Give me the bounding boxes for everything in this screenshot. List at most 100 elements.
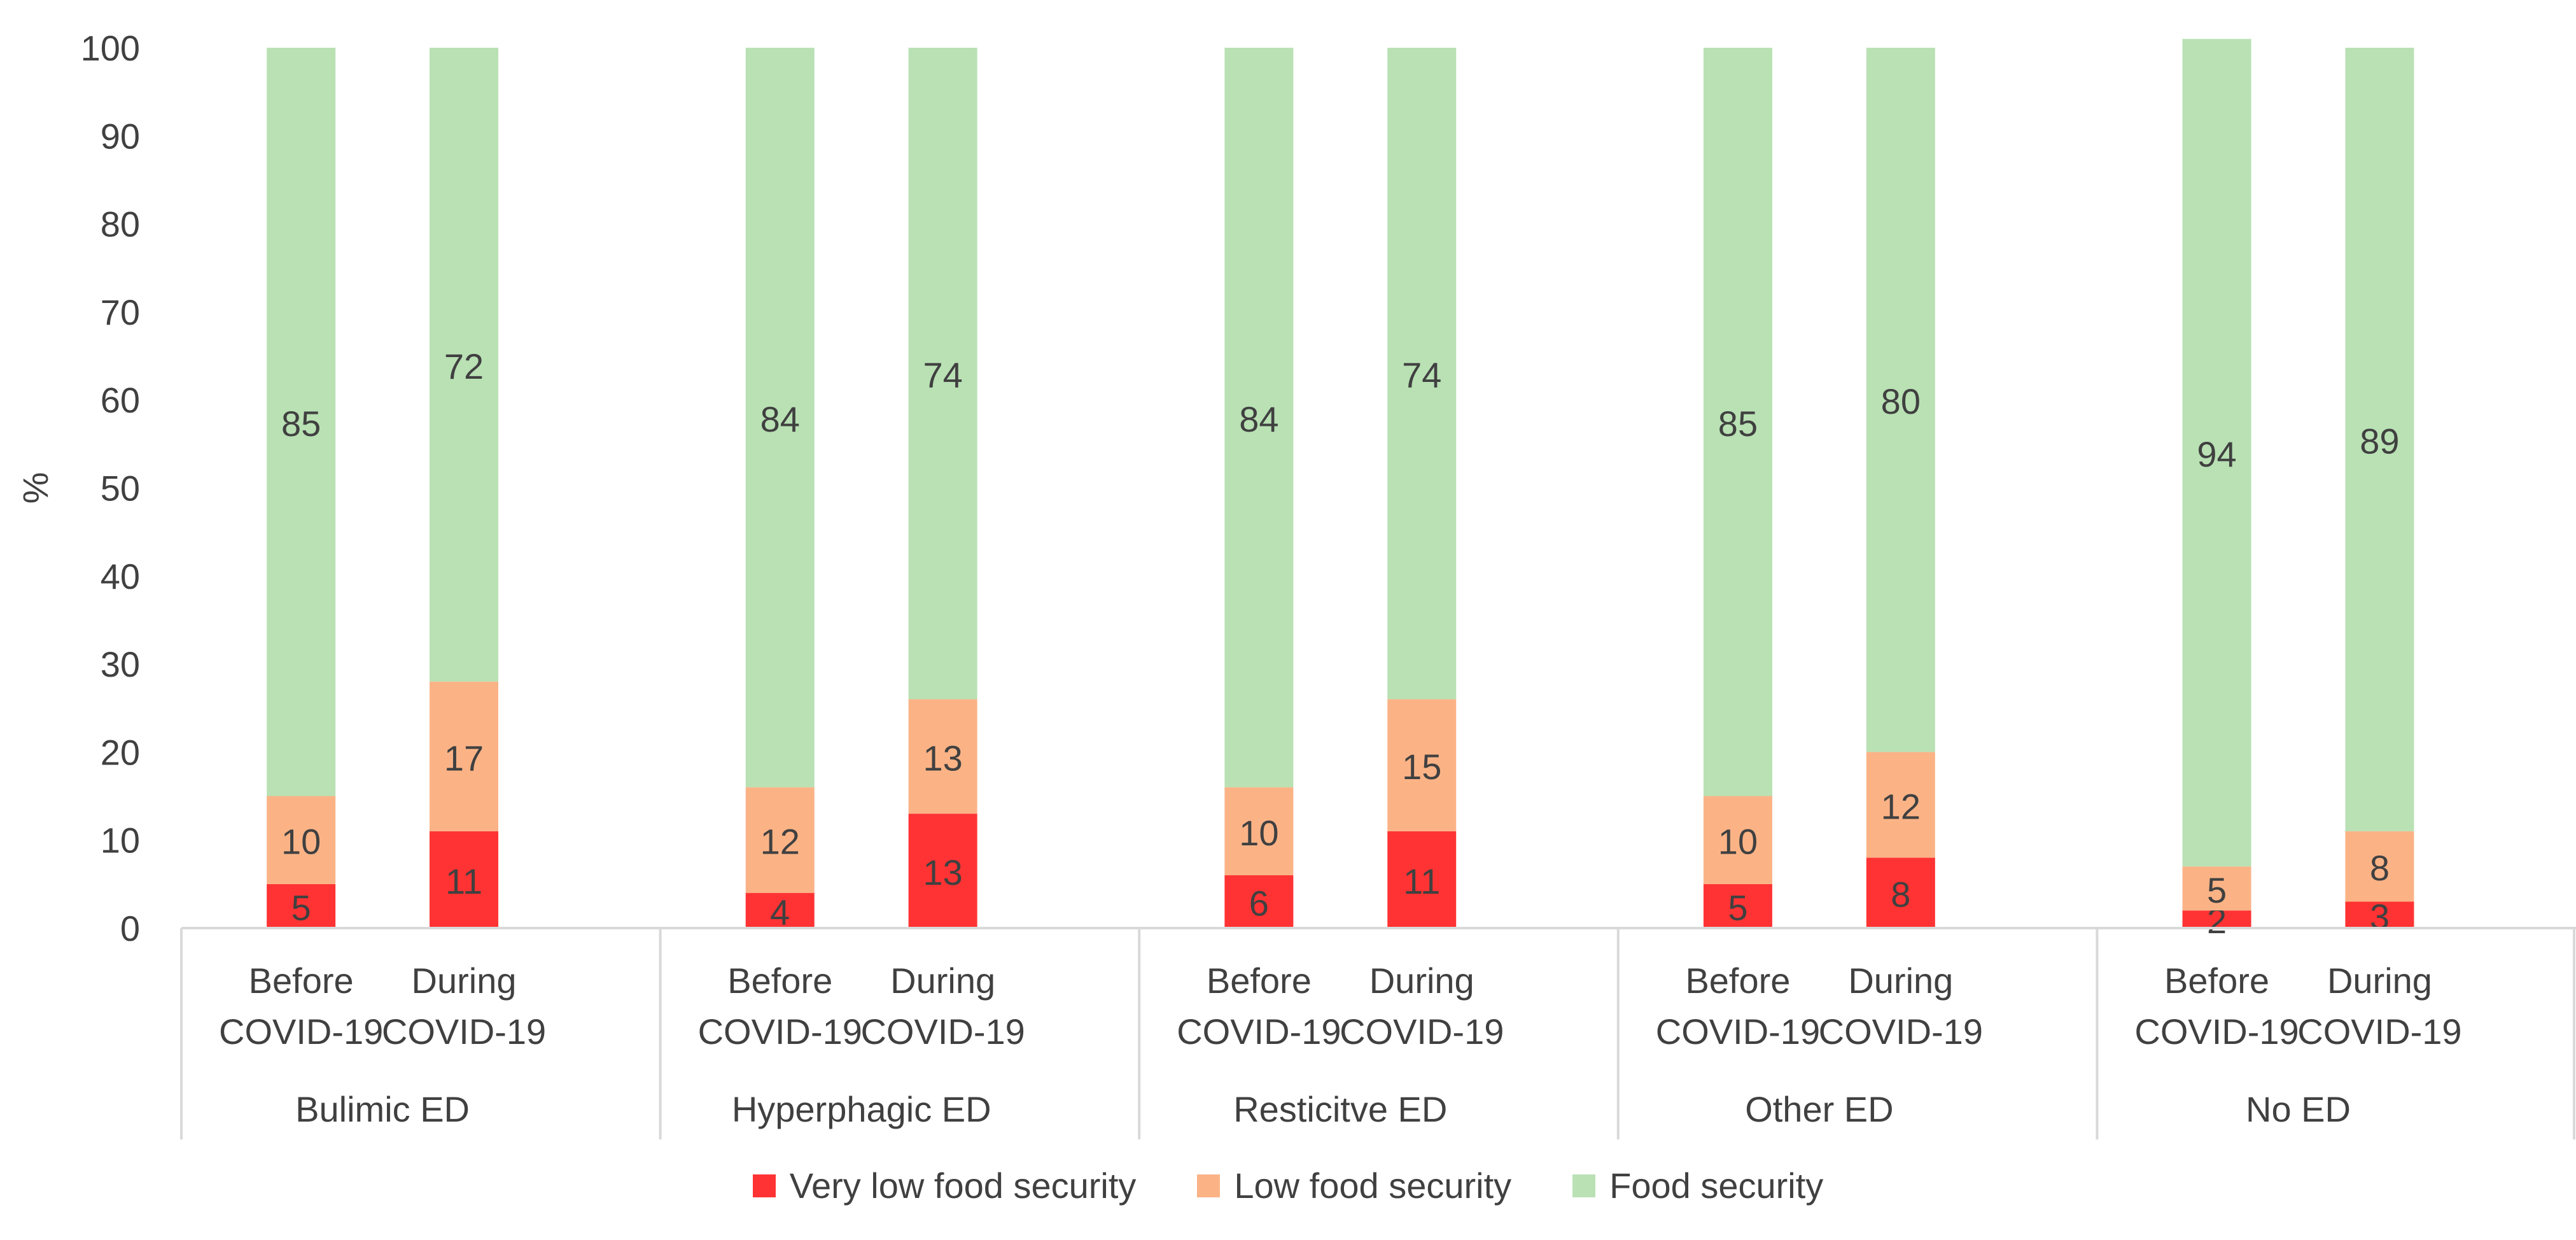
bar-segment xyxy=(908,48,977,700)
data-label: 74 xyxy=(923,355,962,395)
data-label: 3 xyxy=(2370,896,2390,936)
data-label: 94 xyxy=(2197,434,2236,474)
data-label: 4 xyxy=(770,892,790,932)
x-category-label: During COVID-19 xyxy=(382,961,546,1052)
legend-swatch xyxy=(1197,1174,1221,1197)
y-tick-label: 0 xyxy=(120,908,140,948)
data-label: 8 xyxy=(1891,875,1910,915)
bar-segment xyxy=(1224,48,1294,787)
data-label: 74 xyxy=(1402,355,1441,395)
bar-segment xyxy=(2345,831,2414,902)
bar-segment xyxy=(430,48,499,682)
y-tick-label: 10 xyxy=(101,821,140,861)
data-label: 85 xyxy=(1718,404,1758,444)
legend-item: Low food security xyxy=(1197,1165,1511,1206)
legend-swatch xyxy=(752,1174,776,1197)
data-label: 89 xyxy=(2360,421,2399,461)
bar-segment xyxy=(745,787,815,893)
x-category-label: Before COVID-19 xyxy=(1656,961,1820,1052)
data-label: 6 xyxy=(1249,884,1269,924)
data-label: 5 xyxy=(1728,887,1747,927)
x-group-label: No ED xyxy=(2246,1089,2351,1129)
bar-segment xyxy=(1866,48,1935,752)
bar-segment xyxy=(2345,901,2414,928)
data-label: 8 xyxy=(2370,848,2390,888)
bar-segment xyxy=(1387,48,1457,700)
legend: Very low food security Low food security F… xyxy=(0,1165,2576,1206)
bar-segment xyxy=(908,814,977,928)
y-tick-label: 80 xyxy=(101,204,140,244)
x-category-label: During COVID-19 xyxy=(860,961,1025,1052)
legend-label: Low food security xyxy=(1234,1166,1512,1206)
y-tick-label: 100 xyxy=(81,28,140,68)
data-label: 17 xyxy=(444,738,484,778)
data-label: 10 xyxy=(1718,822,1758,862)
bar-segment xyxy=(908,699,977,814)
y-tick-label: 50 xyxy=(101,469,140,509)
bar-segment xyxy=(2345,48,2414,831)
x-category-label: During COVID-19 xyxy=(2297,961,2461,1052)
data-label: 12 xyxy=(760,822,800,862)
data-label: 72 xyxy=(444,346,484,386)
data-label: 5 xyxy=(2207,870,2227,910)
data-label: 10 xyxy=(1239,813,1278,853)
bar-segment xyxy=(267,884,336,928)
bar-segment xyxy=(267,48,336,796)
legend-item: Food security xyxy=(1572,1165,1823,1206)
bar-segment xyxy=(2182,910,2251,928)
x-category-label: During COVID-19 xyxy=(1819,961,1983,1052)
bar-segment xyxy=(1703,48,1772,796)
data-label: 13 xyxy=(923,852,962,892)
data-label: 12 xyxy=(1881,786,1921,826)
data-label: 11 xyxy=(1403,861,1440,901)
x-category-label: Before COVID-19 xyxy=(219,961,383,1052)
data-label: 10 xyxy=(281,822,321,862)
legend-label: Food security xyxy=(1609,1166,1824,1206)
bar-segment xyxy=(1703,796,1772,884)
x-category-label: Before COVID-19 xyxy=(2134,961,2299,1052)
bar-segment xyxy=(745,892,815,928)
legend-label: Very low food security xyxy=(789,1166,1137,1206)
x-group-label: Hyperphagic ED xyxy=(732,1089,991,1129)
data-label: 84 xyxy=(760,399,800,439)
x-category-label: During COVID-19 xyxy=(1340,961,1504,1052)
bar-segment xyxy=(430,831,499,928)
y-tick-label: 40 xyxy=(101,556,140,596)
data-label: 80 xyxy=(1881,381,1921,421)
y-tick-label: 70 xyxy=(101,292,140,332)
x-category-label: Before COVID-19 xyxy=(1177,961,1341,1052)
legend-item: Very low food security xyxy=(752,1165,1137,1206)
legend-swatch xyxy=(1572,1174,1596,1197)
y-tick-label: 20 xyxy=(101,732,140,772)
x-group-label: Resticitve ED xyxy=(1233,1089,1447,1129)
bar-segment xyxy=(745,48,815,787)
x-group-label: Bulimic ED xyxy=(295,1089,470,1129)
data-label: 15 xyxy=(1402,747,1441,787)
bar-segment xyxy=(2182,866,2251,911)
data-label: 84 xyxy=(1239,399,1278,439)
y-tick-label: 90 xyxy=(101,116,140,156)
y-axis: 0 10 20 30 40 50 60 70 80 90 100% xyxy=(15,28,140,948)
y-axis-title: % xyxy=(15,472,55,504)
bar-segment xyxy=(1866,857,1935,928)
bar-segment xyxy=(1224,875,1294,928)
bar-segment xyxy=(1387,699,1457,831)
bar-segment xyxy=(1703,884,1772,928)
y-tick-label: 60 xyxy=(101,380,140,420)
bar-segment xyxy=(2182,39,2251,867)
data-label: 5 xyxy=(291,887,311,927)
x-category-label: Before COVID-19 xyxy=(698,961,862,1052)
data-label: 85 xyxy=(281,404,321,444)
bar-segment xyxy=(1224,787,1294,876)
data-label: 11 xyxy=(445,861,482,901)
bar-segment xyxy=(1866,752,1935,858)
bar-segment xyxy=(267,796,336,884)
bar-segment xyxy=(430,681,499,831)
bar-segment xyxy=(1387,831,1457,928)
data-label: 13 xyxy=(923,738,962,778)
bars: 5108511177241284131374610841115745108581… xyxy=(267,39,2414,941)
x-group-label: Other ED xyxy=(1745,1089,1893,1129)
y-tick-label: 30 xyxy=(101,644,140,684)
